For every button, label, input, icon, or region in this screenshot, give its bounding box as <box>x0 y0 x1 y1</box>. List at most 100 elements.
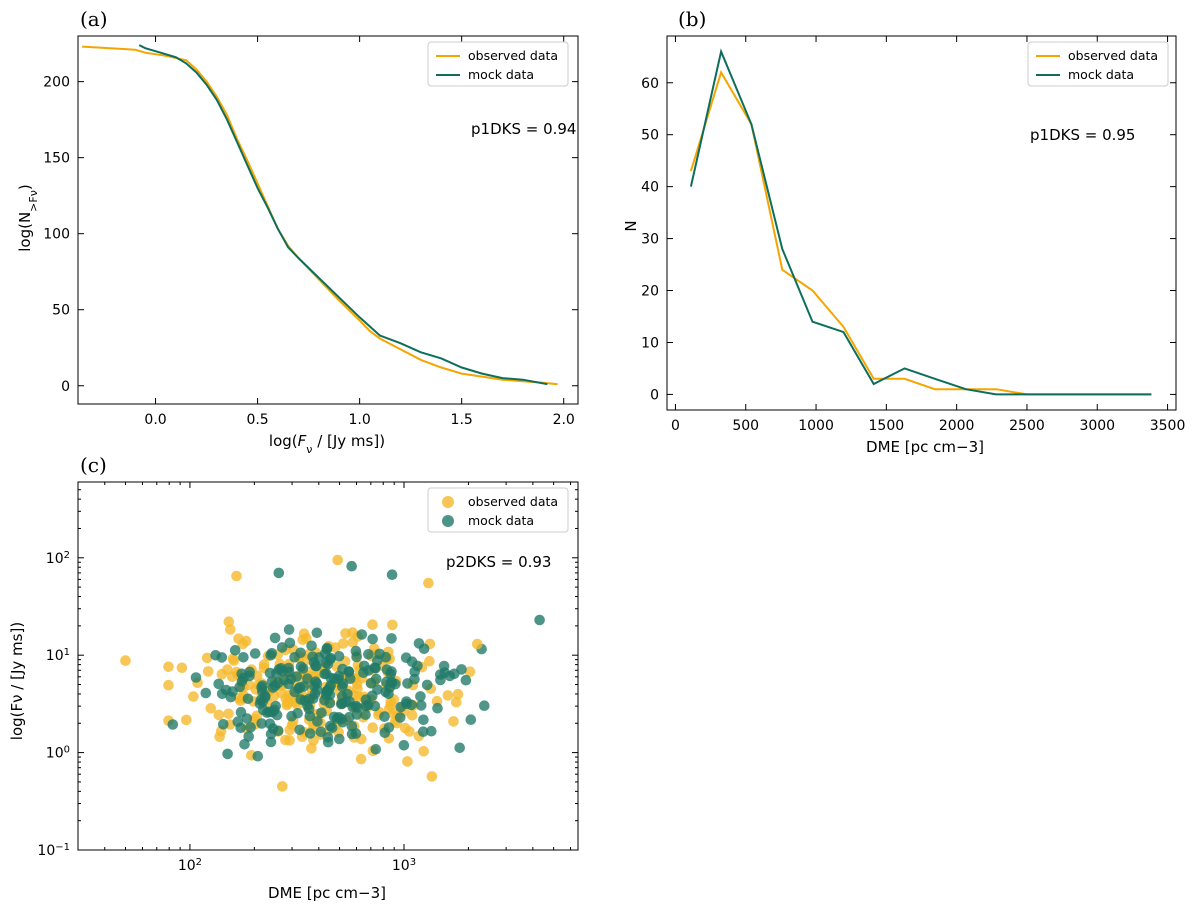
scatter-point-1 <box>460 674 472 686</box>
series-line-0 <box>689 69 1152 396</box>
scatter-point-0 <box>280 734 291 746</box>
scatter-point-1 <box>380 651 392 663</box>
scatter-point-1 <box>259 692 271 703</box>
legend-entry-0: observed data <box>468 48 558 63</box>
scatter-point-0 <box>205 703 217 714</box>
scatter-point-0 <box>355 753 367 765</box>
panel-c-y-axis-label: log(Fν / [Jy ms]) <box>8 622 26 740</box>
scatter-point-1 <box>370 662 381 674</box>
scatter-point-1 <box>346 728 358 740</box>
scatter-point-outlier <box>472 638 483 650</box>
scatter-point-1 <box>406 656 418 667</box>
x-tick-label: 1.5 <box>451 412 473 428</box>
scatter-point-1 <box>333 651 345 662</box>
scatter-point-1 <box>200 687 212 699</box>
x-tick-label: 2000 <box>939 418 975 434</box>
scatter-point-0 <box>181 714 192 726</box>
x-tick-label: 2.0 <box>553 412 575 428</box>
scatter-point-1 <box>303 703 315 715</box>
scatter-point-1 <box>415 700 427 711</box>
panel-b-y-axis-label: N <box>622 220 640 231</box>
scatter-point-1 <box>264 667 276 679</box>
scatter-point-0 <box>451 696 462 708</box>
scatter-point-1 <box>311 660 322 672</box>
y-tick-label: 0 <box>61 379 70 395</box>
scatter-point-1 <box>363 649 374 660</box>
y-tick-label: 150 <box>43 151 70 167</box>
scatter-point-1 <box>360 694 372 705</box>
panel-c-scatter: (c) DME [pc cm−3] log(Fν / [Jy ms]) p2DK… <box>8 453 579 902</box>
panel-b-dm-histogram: (b) DME [pc cm−3] N p1DKS = 0.95 0 500 100… <box>622 7 1185 456</box>
scatter-point-0 <box>227 653 239 664</box>
x-tick-label: 102 <box>178 857 202 875</box>
scatter-point-0 <box>367 722 379 733</box>
panel-a-ks-annotation: p1DKS = 0.94 <box>471 120 576 138</box>
y-tick-label: 60 <box>641 76 659 92</box>
scatter-point-1 <box>257 680 268 691</box>
series-line-1 <box>689 48 1152 396</box>
scatter-point-1 <box>235 706 247 718</box>
scatter-point-1 <box>369 700 381 712</box>
legend-entry-1: mock data <box>1068 67 1134 82</box>
scatter-point-0 <box>213 709 225 721</box>
scatter-point-0 <box>223 616 235 627</box>
scatter-point-0 <box>202 666 214 677</box>
scatter-point-1 <box>272 677 284 689</box>
scatter-point-1 <box>356 629 368 640</box>
x-tick-label: 1.0 <box>348 412 370 428</box>
legend-marker-0 <box>442 496 454 508</box>
scatter-point-1 <box>394 712 406 723</box>
scatter-point-1 <box>432 702 443 714</box>
scatter-point-1 <box>417 726 429 737</box>
scatter-point-1 <box>295 647 306 659</box>
scatter-point-1 <box>346 721 358 732</box>
scatter-point-0 <box>387 619 398 631</box>
scatter-point-0 <box>424 655 435 667</box>
panel-c-label: (c) <box>80 453 107 477</box>
scatter-point-1 <box>252 750 264 762</box>
scatter-point-0 <box>367 619 378 630</box>
scatter-point-0 <box>163 661 174 673</box>
axes-frame <box>666 35 1177 411</box>
scatter-point-1 <box>454 742 466 754</box>
panel-a-x-axis-label: log(Fν / [Jy ms]) <box>269 432 385 456</box>
scatter-point-1 <box>415 691 426 702</box>
scatter-point-outlier <box>534 614 545 626</box>
scatter-point-0 <box>298 628 310 639</box>
scatter-point-1 <box>232 716 244 727</box>
scatter-point-1 <box>311 684 323 696</box>
scatter-point-1 <box>351 651 362 663</box>
x-tick-label: 2500 <box>1009 418 1045 434</box>
scatter-point-0 <box>347 637 359 648</box>
scatter-point-1 <box>409 673 420 685</box>
legend-entry-0: observed data <box>468 494 558 509</box>
scatter-point-1 <box>234 681 245 693</box>
y-tick-label: 101 <box>46 647 70 665</box>
scatter-point-0 <box>337 638 349 649</box>
panel-b-x-axis-label: DME [pc cm−3] <box>866 438 984 456</box>
legend-entry-1: mock data <box>468 67 534 82</box>
scatter-point-1 <box>386 633 397 644</box>
scatter-point-1 <box>295 694 307 705</box>
x-tick-label: 0.5 <box>246 412 268 428</box>
scatter-point-outlier <box>273 567 285 579</box>
scatter-point-0 <box>281 699 293 711</box>
scatter-point-1 <box>304 728 316 739</box>
scatter-point-1 <box>304 693 315 705</box>
x-tick-label: 500 <box>732 418 759 434</box>
scatter-point-0 <box>418 746 430 757</box>
legend-box <box>1027 41 1169 87</box>
y-tick-label: 0 <box>650 387 659 403</box>
scatter-point-1 <box>276 642 288 653</box>
scatter-point-1 <box>406 699 417 711</box>
panel-c-ks-annotation: p2DKS = 0.93 <box>446 553 551 571</box>
scatter-point-0 <box>226 671 238 683</box>
scatter-point-1 <box>439 667 451 678</box>
panel-c-x-axis-label: DME [pc cm−3] <box>268 884 386 902</box>
scatter-point-1 <box>245 722 256 733</box>
scatter-point-0 <box>402 756 413 767</box>
scatter-point-1 <box>297 663 309 674</box>
scatter-point-1 <box>322 685 333 696</box>
scatter-point-1 <box>311 627 323 639</box>
